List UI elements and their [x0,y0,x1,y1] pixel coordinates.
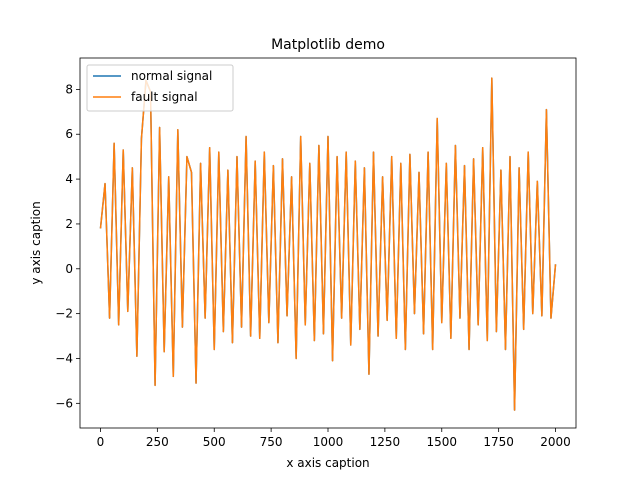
x-axis-label: x axis caption [286,456,369,470]
x-tick-label: 1500 [426,435,457,449]
y-tick-label: 4 [65,172,73,186]
plot-frame [79,57,577,429]
x-tick-label: 2000 [540,435,571,449]
x-tick-label: 1250 [370,435,401,449]
y-tick-label: 6 [65,127,73,141]
chart-title: Matplotlib demo [271,37,385,53]
legend-label-fault-signal: fault signal [131,90,198,104]
series-layer [99,77,557,411]
legend-label-normal-signal: normal signal [131,69,212,83]
y-tick-label: −4 [55,351,73,365]
y-tick-label: 8 [65,82,73,96]
y-tick-label: 2 [65,217,73,231]
axes-layer: 0 250 500 750 1000 1250 1500 1750 2000 −6 −4 −2 0 2 4 6… [55,82,570,449]
legend: normal signal fault signal [86,64,234,112]
y-tick-label: −6 [55,396,73,410]
series-line-fault-signal [99,77,557,411]
legend-box [86,64,234,112]
x-tick-label: 1750 [483,435,514,449]
y-tick-label: 0 [65,262,73,276]
x-tick-label: 0 [97,435,105,449]
x-tick-label: 1000 [313,435,344,449]
x-tick-label: 500 [203,435,226,449]
y-tick-label: −2 [55,307,73,321]
x-tick-label: 750 [260,435,283,449]
y-axis-label: y axis caption [29,201,43,284]
x-tick-label: 250 [146,435,169,449]
